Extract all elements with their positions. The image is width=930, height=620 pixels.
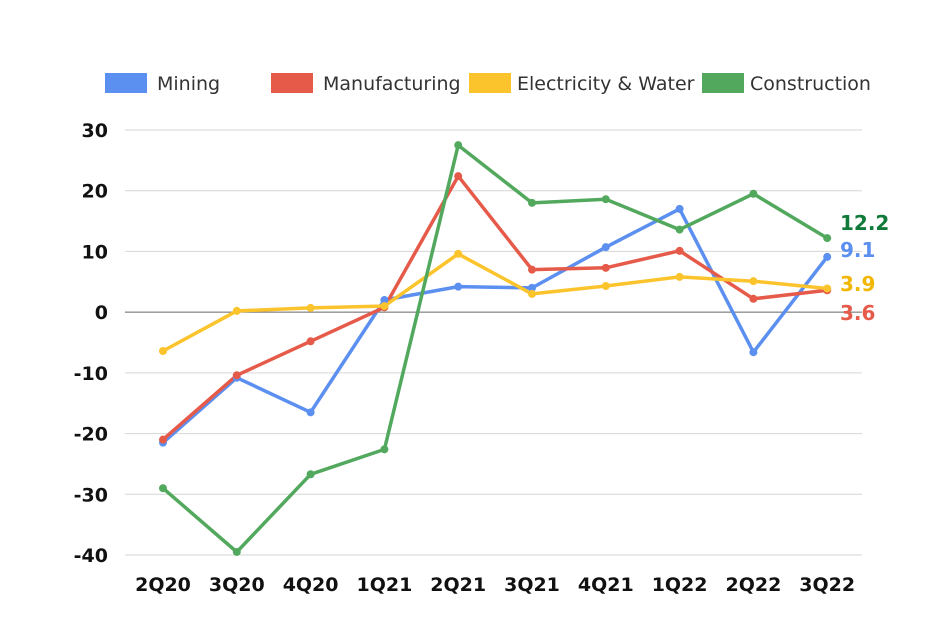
- x-axis-tick-labels: 2Q20 3Q20 4Q20 1Q21 2Q21 3Q21 4Q21 1Q22 2Q22 3Q22: [135, 574, 855, 596]
- data-point: [159, 435, 167, 444]
- legend-label: Electricity & Water: [517, 73, 695, 95]
- x-tick-label: 4Q20: [283, 574, 339, 596]
- series-line-manufacturing: [161, 174, 829, 442]
- legend-swatch: [271, 73, 313, 93]
- legend-swatch: [469, 73, 511, 93]
- y-tick-label: 10: [82, 241, 108, 263]
- x-tick-label: 3Q22: [799, 574, 855, 596]
- lines-layer: [161, 143, 829, 554]
- data-point: [749, 294, 758, 303]
- legend: Mining Manufacturing Electricity & Water Co…: [105, 73, 871, 95]
- data-point: [601, 263, 610, 272]
- legend-swatch: [702, 73, 744, 93]
- end-value-labels: 9.1 3.6 3.9 12.2: [840, 211, 889, 325]
- data-point: [159, 347, 167, 355]
- y-tick-label: -40: [74, 545, 108, 567]
- data-point: [306, 470, 315, 479]
- data-point: [528, 198, 536, 207]
- end-value-label: 3.6: [840, 301, 875, 325]
- x-tick-label: 3Q21: [504, 574, 560, 596]
- legend-label: Mining: [157, 73, 220, 95]
- series-line-electricity-water: [161, 252, 829, 353]
- data-point: [380, 302, 389, 311]
- end-value-label: 3.9: [840, 272, 875, 296]
- data-point: [675, 246, 684, 255]
- legend-item: Construction: [702, 73, 871, 95]
- x-tick-label: 4Q21: [578, 574, 634, 596]
- data-point: [823, 252, 832, 261]
- x-tick-label: 3Q20: [209, 574, 265, 596]
- end-value-label: 9.1: [840, 238, 875, 262]
- data-point: [232, 547, 241, 556]
- data-point: [454, 172, 463, 181]
- data-point: [528, 283, 536, 292]
- data-point: [749, 277, 758, 286]
- x-tick-label: 1Q22: [652, 574, 708, 596]
- y-axis-tick-labels: 30 20 10 0 -10 -20 -30 -40: [74, 120, 108, 567]
- legend-label: Manufacturing: [323, 73, 461, 95]
- data-point: [601, 282, 610, 291]
- x-tick-label: 2Q21: [430, 574, 486, 596]
- data-point: [454, 282, 463, 291]
- y-tick-label: -20: [74, 424, 108, 446]
- data-point: [749, 348, 758, 357]
- legend-label: Construction: [750, 73, 871, 95]
- data-point: [232, 371, 241, 380]
- data-point: [454, 141, 463, 150]
- data-point: [749, 189, 758, 198]
- data-point: [232, 306, 241, 315]
- points-layer: [159, 141, 832, 556]
- series-line-mining: [161, 207, 829, 445]
- x-tick-label: 1Q21: [356, 574, 412, 596]
- data-point: [823, 284, 832, 293]
- end-value-label: 12.2: [840, 211, 889, 235]
- data-point: [306, 337, 315, 346]
- data-point: [675, 272, 684, 281]
- data-point: [528, 289, 536, 298]
- legend-item: Mining: [105, 73, 220, 95]
- data-point: [528, 265, 536, 274]
- data-point: [601, 195, 610, 204]
- legend-item: Electricity & Water: [469, 73, 695, 95]
- data-point: [675, 225, 684, 234]
- data-point: [601, 243, 610, 252]
- data-point: [454, 249, 463, 258]
- data-point: [380, 445, 389, 454]
- data-point: [380, 296, 389, 304]
- legend-swatch: [105, 73, 147, 93]
- x-tick-label: 2Q22: [725, 574, 781, 596]
- x-tick-label: 2Q20: [135, 574, 191, 596]
- series-line-construction: [161, 143, 829, 554]
- y-tick-label: 0: [95, 302, 108, 324]
- data-point: [675, 204, 684, 213]
- y-tick-label: -30: [74, 484, 108, 506]
- y-tick-label: -10: [74, 363, 108, 385]
- data-point: [306, 303, 315, 312]
- data-point: [823, 234, 832, 243]
- y-tick-label: 20: [82, 181, 108, 203]
- data-point: [306, 408, 315, 417]
- legend-item: Manufacturing: [271, 73, 461, 95]
- data-point: [159, 484, 167, 493]
- y-tick-label: 30: [82, 120, 108, 142]
